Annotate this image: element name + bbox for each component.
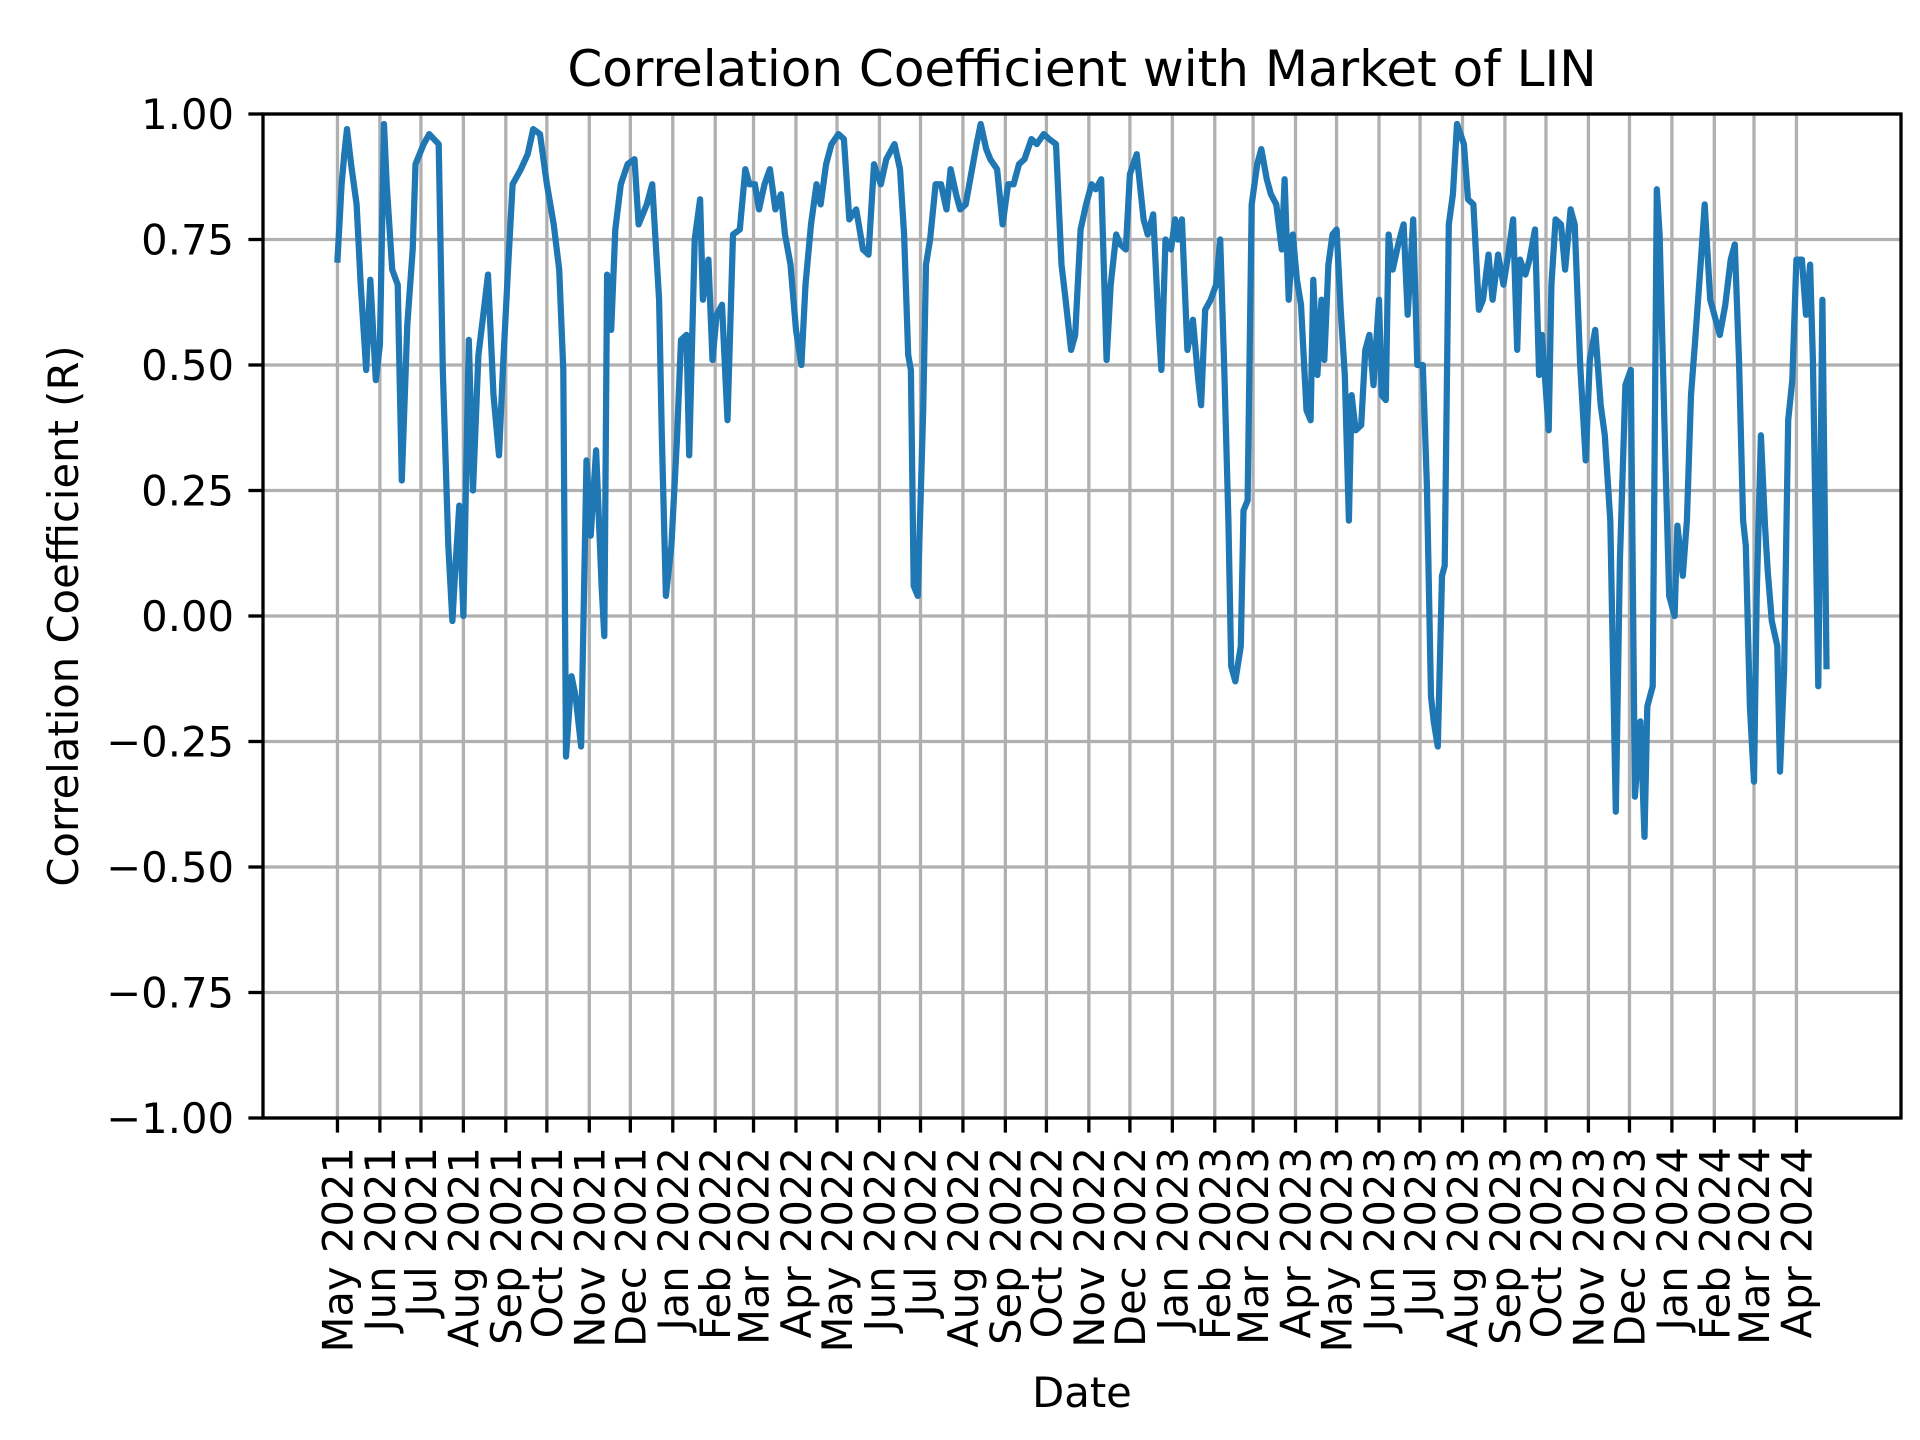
x-tick-label: Jan 2024 (1648, 1147, 1697, 1334)
x-tick-label: Nov 2023 (1564, 1147, 1613, 1348)
x-tick-label: May 2021 (313, 1147, 362, 1353)
x-tick-label: Dec 2023 (1605, 1147, 1654, 1347)
plot-series (334, 120, 1830, 841)
x-axis-label: Date (1032, 1368, 1132, 1417)
x-tick-label: Aug 2022 (939, 1147, 988, 1348)
x-tick-label: May 2022 (813, 1147, 862, 1353)
y-tick-label: 1.00 (141, 90, 234, 139)
x-tick-label: Sep 2022 (981, 1147, 1030, 1345)
x-tick-label: Feb 2022 (691, 1147, 740, 1340)
x-tick-label: Jul 2021 (397, 1147, 446, 1320)
x-tick-label: Jun 2021 (356, 1147, 405, 1334)
series-line (334, 120, 1830, 841)
x-tick-label: Dec 2022 (1106, 1147, 1155, 1347)
y-tick-label: −1.00 (106, 1094, 234, 1143)
y-tick-label: 0.75 (141, 216, 234, 265)
y-tick-label: −0.25 (106, 718, 234, 767)
x-tick-label: Jun 2022 (855, 1147, 904, 1334)
x-tick-label: Aug 2023 (1438, 1147, 1487, 1348)
x-tick-label: Aug 2021 (439, 1147, 488, 1348)
x-tick-label: Sep 2023 (1481, 1147, 1530, 1345)
x-tick-label: Apr 2022 (772, 1147, 821, 1338)
x-tick-label: Oct 2023 (1522, 1147, 1571, 1338)
x-tick-label: Mar 2022 (730, 1147, 779, 1345)
x-tick-label: Oct 2021 (523, 1147, 572, 1338)
y-tick-label: −0.75 (106, 969, 234, 1018)
x-tick-label: Oct 2022 (1022, 1147, 1071, 1338)
x-tick-label: Apr 2024 (1772, 1147, 1821, 1338)
chart-title: Correlation Coefficient with Market of L… (567, 40, 1596, 98)
x-tick-label: Nov 2021 (565, 1147, 614, 1348)
x-tick-label: Jan 2022 (649, 1147, 698, 1334)
y-tick-label: 0.50 (141, 341, 234, 390)
y-tick-label: 0.25 (141, 467, 234, 516)
y-axis-ticks: 1.00 0.75 0.50 0.25 0.00 −0.25 −0.50 −0.75 −1.00 (106, 90, 263, 1143)
y-tick-label: 0.00 (141, 592, 234, 641)
x-tick-label: Nov 2022 (1065, 1147, 1114, 1348)
x-tick-label: May 2023 (1313, 1147, 1362, 1353)
y-axis-label: Correlation Coefficient (R) (39, 345, 88, 886)
x-tick-label: Apr 2023 (1272, 1147, 1321, 1338)
x-tick-label: Jul 2022 (896, 1147, 945, 1320)
x-tick-label: Mar 2024 (1730, 1147, 1779, 1345)
x-tick-label: Jun 2023 (1355, 1147, 1404, 1334)
x-tick-label: Feb 2023 (1191, 1147, 1240, 1340)
x-tick-label: Sep 2021 (482, 1147, 531, 1345)
x-tick-label: Mar 2023 (1229, 1147, 1278, 1345)
x-tick-label: Feb 2024 (1690, 1147, 1739, 1340)
x-tick-label: Jul 2023 (1396, 1147, 1445, 1320)
y-tick-label: −0.50 (106, 843, 234, 892)
x-tick-label: Dec 2021 (606, 1147, 655, 1347)
x-tick-label: Jan 2023 (1148, 1147, 1197, 1334)
